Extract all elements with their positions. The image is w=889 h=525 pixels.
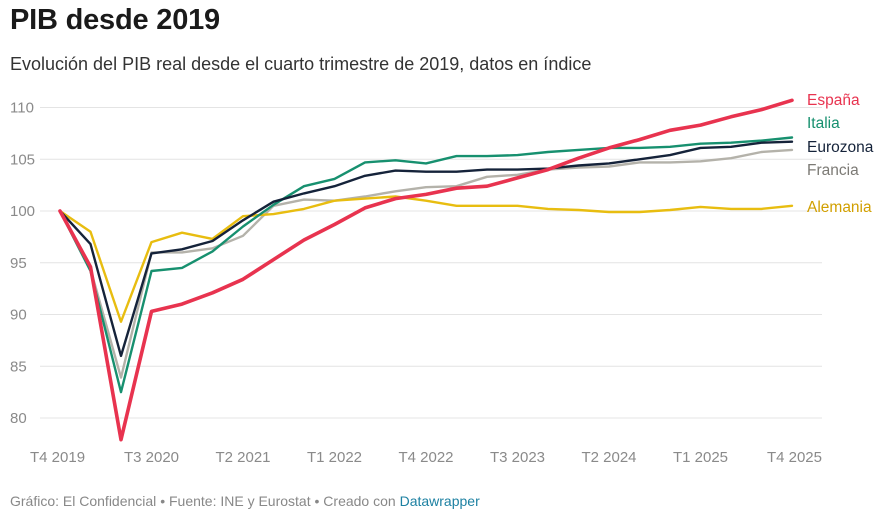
series-line-alemania <box>58 195 794 323</box>
series-labels: España Italia Eurozona Francia Alemania <box>807 92 874 216</box>
y-tick-label: 85 <box>10 358 27 375</box>
footer-fuente: Fuente: INE y Eurostat <box>168 493 311 509</box>
y-tick-label: 100 <box>10 203 35 220</box>
footer-creado: Creado con <box>323 493 396 509</box>
series-label-espana: España <box>807 92 860 109</box>
series-line-francia <box>58 148 794 379</box>
y-tick-label: 95 <box>10 255 27 272</box>
x-tick-label: T4 2019 <box>30 449 85 466</box>
series-label-francia: Francia <box>807 162 859 179</box>
y-tick-label: 90 <box>10 307 27 324</box>
datawrapper-link[interactable]: Datawrapper <box>399 493 480 509</box>
footer-sep-2: • <box>314 493 320 509</box>
series-label-eurozona: Eurozona <box>807 139 874 156</box>
series-line-eurozona <box>58 140 794 358</box>
series-layer <box>58 98 794 442</box>
y-tick-label: 105 <box>10 151 35 168</box>
series-line-espana <box>58 98 794 442</box>
series-label-alemania: Alemania <box>807 199 872 216</box>
footer-sep-1: • <box>160 493 166 509</box>
chart-title: PIB desde 2019 <box>10 4 220 36</box>
grid-layer <box>40 107 822 419</box>
x-tick-label: T4 2022 <box>398 449 453 466</box>
y-axis: 80 85 90 95 100 105 110 <box>10 100 35 428</box>
chart-subtitle: Evolución del PIB real desde el cuarto t… <box>10 54 592 74</box>
x-axis: T4 2019 T3 2020 T2 2021 T1 2022 T4 2022 T3 20… <box>30 449 822 466</box>
x-tick-label: T1 2022 <box>307 449 362 466</box>
footer-grafico: Gráfico: El Confidencial <box>10 493 157 509</box>
x-tick-label: T4 2025 <box>767 449 822 466</box>
footer: Gráfico: El Confidencial • Fuente: INE y… <box>10 493 480 509</box>
y-tick-label: 110 <box>10 100 34 117</box>
x-tick-label: T3 2020 <box>124 449 179 466</box>
series-line-italia <box>58 136 794 394</box>
y-tick-label: 80 <box>10 410 27 427</box>
x-tick-label: T3 2023 <box>490 449 545 466</box>
x-tick-label: T1 2025 <box>673 449 728 466</box>
x-tick-label: T2 2021 <box>215 449 270 466</box>
x-tick-label: T2 2024 <box>581 449 636 466</box>
series-label-italia: Italia <box>807 115 840 132</box>
